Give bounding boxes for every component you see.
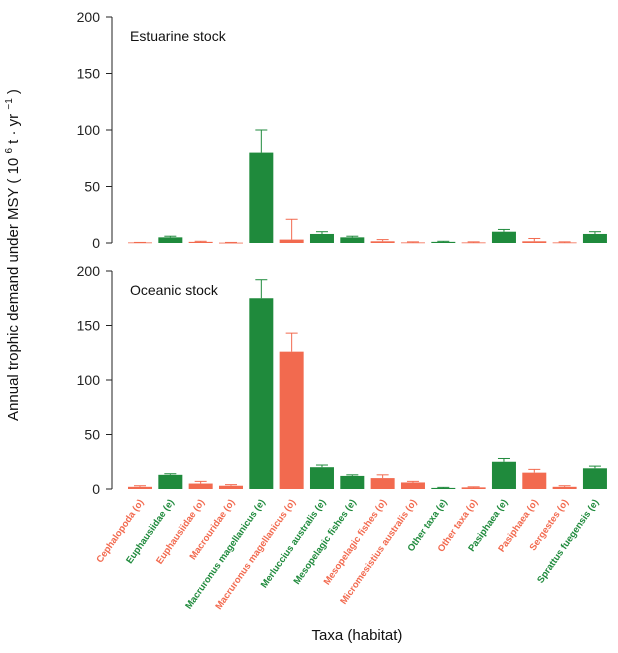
y-tick-label: 150 [77,66,101,82]
bar [522,472,547,489]
y-axis-title-mid: t · yr [5,114,22,144]
bar [431,487,456,489]
x-axis-title: Taxa (habitat) [312,627,403,644]
bar [218,242,243,244]
bar [370,478,395,489]
bar [188,483,213,489]
y-axis-title: Annual trophic demand under MSY ( 10 6 t… [0,89,22,421]
y-tick-label: 200 [77,263,101,279]
bar [461,487,486,489]
bar [370,241,395,243]
y-tick-label: 150 [77,318,101,334]
y-tick-label: 0 [92,481,100,497]
bar [491,461,516,489]
y-tick-label: 200 [77,9,101,25]
bar [309,467,334,489]
bar [400,482,425,489]
bar [249,298,274,489]
y-tick-label: 100 [77,122,101,138]
panel-title: Oceanic stock [130,282,219,298]
bar [309,233,334,243]
y-axis-title-unit: 10 [5,158,22,175]
bar [279,239,304,243]
y-axis-title-exp: 6 [4,148,15,154]
bar [552,242,577,244]
bar [491,231,516,243]
bar [218,485,243,489]
y-tick-label: 50 [84,427,100,443]
bar [188,241,213,243]
bar [400,242,425,244]
bar [340,475,365,489]
plot-area: 0 50 100 150 200 Estuarine stock 0 50 100 150 200 O… [77,9,607,612]
bar [552,486,577,489]
bar [340,237,365,243]
y-tick-label: 100 [77,372,101,388]
bar [128,486,152,489]
bar [461,242,486,244]
bar [249,152,274,243]
y-tick-label: 0 [92,235,100,251]
y-axis-title-exp2: −1 [4,98,15,110]
bar [522,241,547,243]
bar [158,237,183,243]
bar [582,468,607,489]
x-tick-label: Sprattus fuegensis (e) [535,497,601,585]
y-axis-title-prefix: Annual trophic demand under MSY ( [5,179,22,421]
bar [582,233,607,243]
y-axis-title-suffix: ) [5,89,22,94]
bar [158,474,183,489]
y-tick-label: 50 [84,179,100,195]
panel-title: Estuarine stock [130,28,227,44]
bar [431,241,456,243]
bar [279,351,304,489]
